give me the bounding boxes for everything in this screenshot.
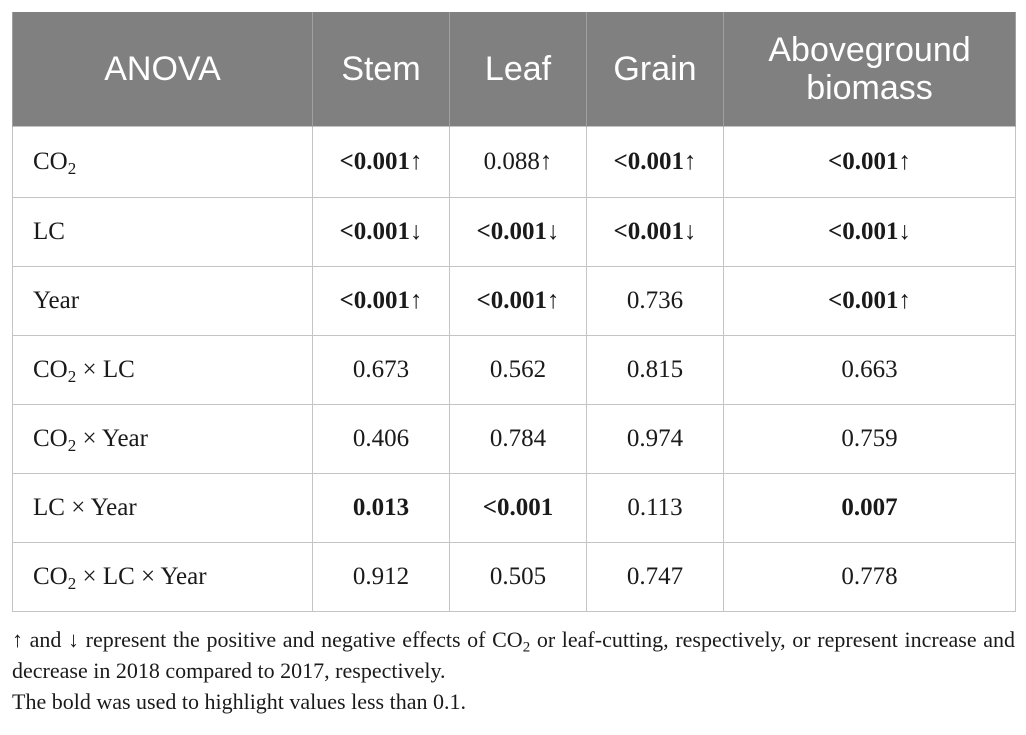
cell-leaf: <0.001 xyxy=(449,472,587,543)
row-label: CO2 × LC xyxy=(12,334,313,405)
anova-table: ANOVA Stem Leaf Grain Aboveground biomas… xyxy=(12,12,1016,612)
row-label: Year xyxy=(12,265,313,336)
cell-leaf: 0.784 xyxy=(449,403,587,474)
row-label: CO2 xyxy=(12,125,313,198)
header-grain: Grain xyxy=(586,12,724,126)
table-footnotes: ↑ and ↓ represent the positive and negat… xyxy=(12,624,1015,717)
cell-grain: 0.747 xyxy=(586,541,724,612)
row-label: LC xyxy=(12,196,313,267)
footnote-arrows: ↑ and ↓ represent the positive and negat… xyxy=(12,627,1015,683)
cell-stem: 0.406 xyxy=(312,403,450,474)
cell-aboveground-biomass: 0.778 xyxy=(723,541,1016,612)
table-row: CO2 × LC 0.673 0.562 0.815 0.663 xyxy=(12,334,1016,405)
table-body: CO2 <0.001↑ 0.088↑ <0.001↑ <0.001↑ LC <0… xyxy=(12,125,1016,612)
row-label: CO2 × Year xyxy=(12,403,313,474)
cell-leaf: 0.505 xyxy=(449,541,587,612)
cell-aboveground-biomass: <0.001↓ xyxy=(723,196,1016,267)
cell-stem: <0.001↓ xyxy=(312,196,450,267)
table-row: CO2 × LC × Year 0.912 0.505 0.747 0.778 xyxy=(12,541,1016,612)
cell-stem: 0.013 xyxy=(312,472,450,543)
cell-grain: 0.974 xyxy=(586,403,724,474)
cell-stem: 0.673 xyxy=(312,334,450,405)
header-row: ANOVA Stem Leaf Grain Aboveground biomas… xyxy=(12,12,1016,126)
cell-aboveground-biomass: 0.759 xyxy=(723,403,1016,474)
cell-leaf: <0.001↓ xyxy=(449,196,587,267)
cell-stem: <0.001↑ xyxy=(312,265,450,336)
table-row: CO2 × Year 0.406 0.784 0.974 0.759 xyxy=(12,403,1016,474)
cell-aboveground-biomass: 0.663 xyxy=(723,334,1016,405)
row-label: LC × Year xyxy=(12,472,313,543)
cell-grain: <0.001↑ xyxy=(586,125,724,198)
cell-aboveground-biomass: <0.001↑ xyxy=(723,125,1016,198)
cell-stem: 0.912 xyxy=(312,541,450,612)
cell-leaf: 0.562 xyxy=(449,334,587,405)
header-anova: ANOVA xyxy=(12,12,313,126)
table-row: LC × Year 0.013 <0.001 0.113 0.007 xyxy=(12,472,1016,543)
header-leaf: Leaf xyxy=(449,12,587,126)
table-row: Year <0.001↑ <0.001↑ 0.736 <0.001↑ xyxy=(12,265,1016,336)
row-label: CO2 × LC × Year xyxy=(12,541,313,612)
table-header: ANOVA Stem Leaf Grain Aboveground biomas… xyxy=(12,12,1016,126)
footnote-bold: The bold was used to highlight values le… xyxy=(12,689,466,714)
header-stem: Stem xyxy=(312,12,450,126)
cell-stem: <0.001↑ xyxy=(312,125,450,198)
cell-grain: 0.113 xyxy=(586,472,724,543)
cell-aboveground-biomass: 0.007 xyxy=(723,472,1016,543)
cell-leaf: 0.088↑ xyxy=(449,125,587,198)
table-row: LC <0.001↓ <0.001↓ <0.001↓ <0.001↓ xyxy=(12,196,1016,267)
cell-grain: 0.736 xyxy=(586,265,724,336)
header-aboveground-biomass: Aboveground biomass xyxy=(723,12,1016,126)
cell-grain: 0.815 xyxy=(586,334,724,405)
cell-aboveground-biomass: <0.001↑ xyxy=(723,265,1016,336)
cell-grain: <0.001↓ xyxy=(586,196,724,267)
cell-leaf: <0.001↑ xyxy=(449,265,587,336)
table-row: CO2 <0.001↑ 0.088↑ <0.001↑ <0.001↑ xyxy=(12,125,1016,198)
